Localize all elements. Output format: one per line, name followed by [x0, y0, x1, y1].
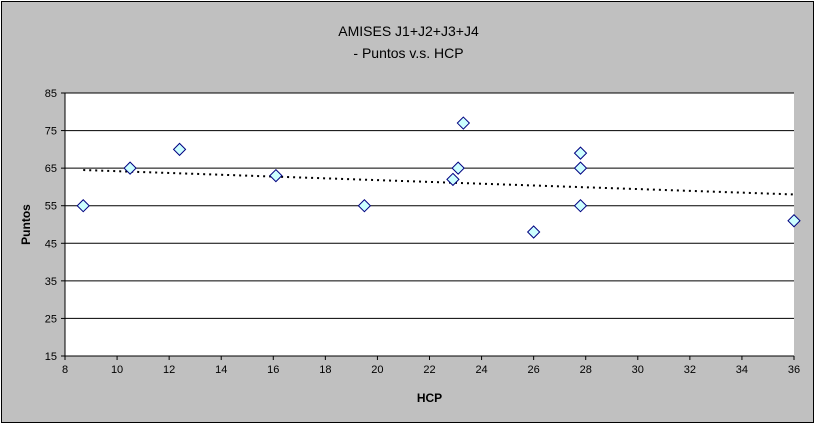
- data-point: [451, 161, 465, 175]
- trendline: [83, 169, 795, 196]
- data-point: [172, 142, 187, 157]
- x-tick-label: 30: [632, 364, 644, 376]
- y-axis-title: Puntos: [19, 204, 33, 245]
- x-tick-label: 18: [319, 364, 331, 376]
- y-tick-label: 55: [45, 201, 57, 213]
- chart-title: AMISES J1+J2+J3+J4 - Puntos v.s. HCP: [0, 20, 817, 64]
- data-point: [787, 214, 801, 228]
- y-tick-label: 45: [45, 238, 57, 250]
- y-tick-label: 15: [45, 351, 57, 363]
- data-point: [573, 199, 588, 213]
- chart-title-line-2: - Puntos v.s. HCP: [353, 45, 464, 61]
- x-tick-label: 20: [371, 364, 383, 376]
- chart-title-line-1: AMISES J1+J2+J3+J4: [338, 23, 479, 39]
- x-tick-label: 36: [788, 364, 800, 376]
- x-tick-label: 12: [163, 364, 175, 376]
- x-tick-label: 10: [111, 364, 123, 376]
- x-tick-label: 22: [423, 364, 435, 376]
- data-point: [269, 168, 283, 183]
- x-tick-label: 28: [580, 364, 592, 376]
- x-tick-label: 16: [267, 364, 279, 376]
- data-point: [526, 225, 541, 239]
- x-tick-label: 24: [475, 364, 487, 376]
- x-tick-label: 8: [62, 364, 68, 376]
- x-tick-label: 34: [736, 364, 748, 376]
- y-tick-label: 35: [45, 276, 57, 288]
- x-axis-title: HCP: [417, 391, 442, 405]
- data-point: [123, 161, 137, 175]
- data-point: [573, 161, 588, 175]
- y-tick-label: 75: [45, 126, 57, 138]
- data-point: [357, 199, 372, 213]
- x-tick-label: 14: [215, 364, 227, 376]
- x-tick-label: 26: [528, 364, 540, 376]
- y-tick-label: 25: [45, 313, 57, 325]
- plot-area: [65, 93, 794, 356]
- y-tick-label: 65: [45, 163, 57, 175]
- x-tick-label: 32: [684, 364, 696, 376]
- data-point: [573, 146, 588, 160]
- y-tick-label: 85: [45, 88, 57, 100]
- data-point: [446, 172, 460, 187]
- data-point: [456, 116, 471, 130]
- data-point: [76, 199, 90, 213]
